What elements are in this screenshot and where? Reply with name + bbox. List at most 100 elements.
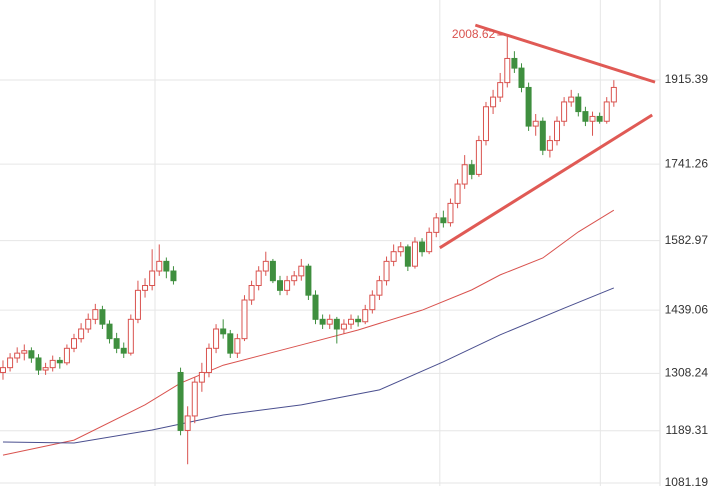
candle-body [262, 260, 269, 272]
candle-body [142, 285, 149, 291]
candle-body [369, 294, 376, 311]
candle-body [198, 371, 205, 383]
candle-body [575, 96, 582, 113]
candle-body [433, 217, 440, 233]
candle-body [0, 367, 6, 373]
candle-body [184, 415, 191, 431]
candle-body [71, 338, 78, 349]
candle-body [28, 350, 35, 359]
candle-body [482, 106, 489, 142]
candle-body [284, 280, 291, 291]
candle-body [269, 260, 276, 282]
moving-average [2, 209, 615, 456]
candle-body [113, 338, 120, 349]
candle-body [56, 359, 63, 364]
candle-body [596, 115, 603, 122]
candle-body [497, 82, 504, 98]
candle-body [490, 96, 497, 108]
candle-body [163, 260, 170, 272]
candle-body [319, 318, 326, 325]
candle-body [78, 328, 85, 340]
candle-body [397, 246, 404, 253]
y-tick-label: 1439.06 [665, 302, 709, 316]
candle-body [419, 241, 426, 253]
y-tick-label: 1189.31 [666, 423, 709, 437]
candle-body [454, 183, 461, 204]
candle-body [49, 359, 56, 369]
candle-body [291, 275, 298, 282]
candle-body [255, 270, 262, 287]
candle-body [376, 280, 383, 296]
candle-body [582, 111, 589, 122]
moving-average [2, 287, 615, 444]
candle-body [589, 115, 596, 122]
candle-body [134, 289, 141, 320]
candle-body [305, 265, 312, 296]
candle-body [554, 120, 561, 142]
candle-body [220, 328, 227, 335]
candle-body [205, 347, 212, 373]
y-tick-label: 1741.26 [665, 156, 709, 170]
candle-body [99, 309, 106, 325]
candle-body [447, 202, 454, 224]
candle-body [106, 323, 113, 340]
candle-body [7, 357, 14, 369]
candle-body [518, 67, 525, 88]
candle-body [362, 309, 369, 323]
candle-body [340, 323, 347, 330]
trendline [439, 113, 653, 250]
candle-body [127, 318, 134, 354]
candle-body [42, 367, 49, 371]
candle-body [568, 96, 575, 103]
candle-body [546, 140, 553, 151]
candle-body [333, 318, 340, 330]
candle-body [610, 86, 617, 103]
candle-body [539, 120, 546, 151]
candle-body [312, 294, 319, 320]
y-tick-label: 1582.97 [665, 233, 709, 247]
candle-body [227, 333, 234, 354]
candle-body [511, 57, 518, 69]
candle-body [149, 270, 156, 287]
candle-body [85, 318, 92, 330]
annotation-label: 2008.62 [452, 27, 496, 41]
candle-body [561, 101, 568, 122]
candle-body [355, 318, 362, 323]
candle-body [120, 347, 127, 354]
candle-body [177, 371, 184, 431]
candle-body [475, 140, 482, 175]
candle-body [21, 350, 28, 354]
candle-body [440, 217, 447, 224]
candle-body [383, 260, 390, 282]
candle-body [461, 164, 468, 185]
candle-body [468, 164, 475, 175]
candle-body [241, 299, 248, 340]
candle-body [234, 338, 241, 354]
candle-body [404, 246, 411, 267]
candle-body [411, 241, 418, 267]
candle-body [326, 318, 333, 325]
candle-body [426, 231, 433, 253]
candle-body [390, 251, 397, 262]
candle-body [35, 357, 42, 371]
y-tick-label: 1081.19 [665, 475, 709, 486]
candle-body [63, 347, 70, 364]
candle-body [348, 318, 355, 325]
y-tick-label: 1915.39 [665, 72, 709, 86]
candle-body [156, 260, 163, 272]
candle-body [14, 352, 21, 359]
candle-body [276, 280, 283, 291]
candle-body [298, 265, 305, 277]
candle-body [213, 328, 220, 349]
y-tick-label: 1308.24 [665, 365, 709, 379]
candle-body [525, 86, 532, 127]
candle-body [170, 270, 177, 282]
candle-body [191, 381, 198, 417]
candle-body [603, 101, 610, 122]
candle-body [504, 57, 511, 84]
candle-body [532, 120, 539, 127]
trendline [474, 23, 656, 84]
candle-body [248, 285, 255, 301]
candle-body [92, 309, 99, 320]
